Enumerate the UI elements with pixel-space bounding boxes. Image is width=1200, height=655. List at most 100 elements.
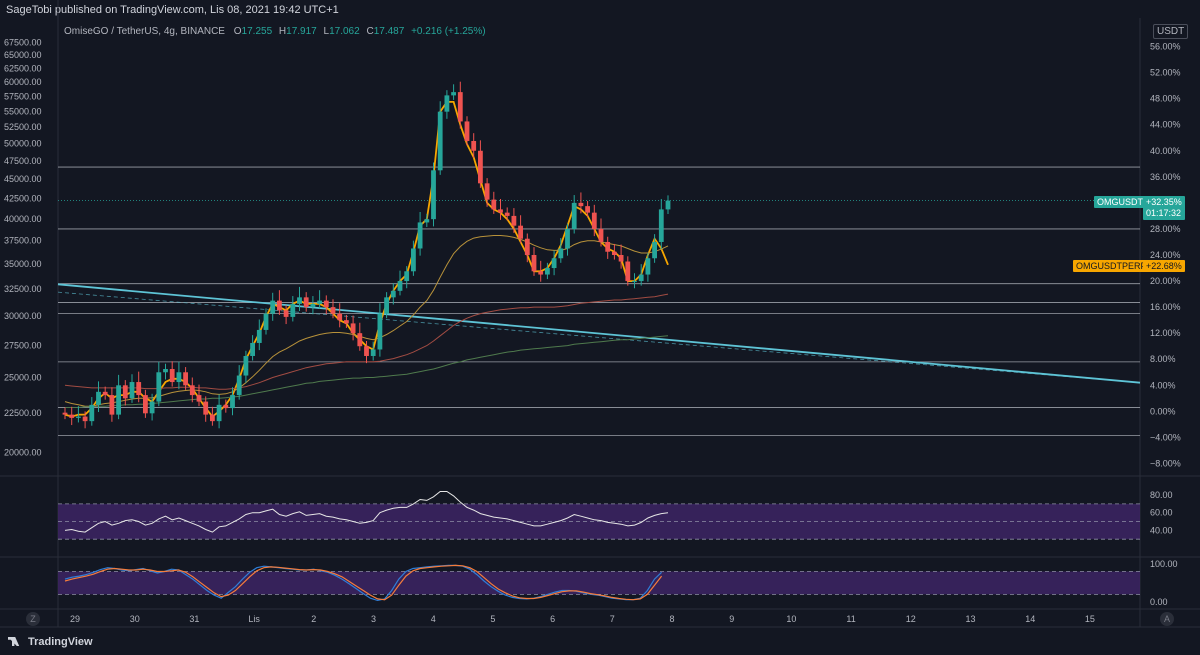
candle-body xyxy=(297,297,302,304)
candle-body xyxy=(524,238,530,255)
candle-body xyxy=(317,300,322,304)
candles xyxy=(62,81,671,429)
left-y-tick: 35000.00 xyxy=(4,259,42,269)
moving-average-line xyxy=(64,235,669,407)
x-tick: Lis xyxy=(248,614,260,624)
candle-body xyxy=(457,92,463,122)
x-tick: 2 xyxy=(311,614,316,624)
symbol-legend: OmiseGO / TetherUS, 4g, BINANCE O17.255 … xyxy=(64,26,486,37)
right-y-tick: 28.00% xyxy=(1150,224,1181,234)
candle-body xyxy=(558,248,564,259)
candle-body xyxy=(62,412,68,415)
rsi-line xyxy=(64,491,669,533)
left-y-tick: 60000.00 xyxy=(4,77,42,87)
candle-body xyxy=(89,404,95,422)
candle-body xyxy=(511,215,517,226)
candle-body xyxy=(344,320,349,324)
candle-body xyxy=(210,414,215,422)
horizontal-levels xyxy=(58,166,1140,436)
tradingview-logo[interactable]: TradingView xyxy=(8,636,93,648)
timezone-z-button[interactable]: Z xyxy=(26,612,40,626)
candle-body xyxy=(645,258,651,275)
candle-body xyxy=(571,202,577,229)
candle-body xyxy=(250,342,255,356)
candle-body xyxy=(169,369,175,383)
candle-body xyxy=(578,202,584,207)
omgusdt-tag-label: OMGUSDT xyxy=(1097,197,1143,207)
right-percent-axis: 56.00%52.00%48.00%44.00%40.00%36.00%32.0… xyxy=(1150,42,1181,469)
left-y-tick: 27500.00 xyxy=(4,340,42,350)
candle-body xyxy=(658,209,664,242)
left-y-tick: 40000.00 xyxy=(4,214,42,224)
candle-body xyxy=(223,404,229,409)
left-price-axis: 67500.00 65000.00 62500.00 60000.00 57500.00… xyxy=(0,0,1200,628)
candle-body xyxy=(163,369,168,373)
candle-body xyxy=(263,313,269,330)
left-y-tick: 20000.00 xyxy=(4,448,42,458)
candle-body xyxy=(143,395,148,414)
candle-body xyxy=(189,385,195,396)
right-y-tick: 52.00% xyxy=(1150,68,1181,78)
candle-body xyxy=(518,225,523,239)
candle-body xyxy=(424,219,430,223)
right-y-tick: −8.00% xyxy=(1150,458,1181,468)
right-y-tick: 12.00% xyxy=(1150,328,1181,338)
stoch-line xyxy=(64,564,663,601)
x-tick: 8 xyxy=(669,614,674,624)
candle-body xyxy=(303,297,309,308)
auto-scale-a-button[interactable]: A xyxy=(1160,612,1174,626)
candle-body xyxy=(129,382,135,399)
ohlc-close-label: C xyxy=(366,26,374,37)
right-y-tick: 44.00% xyxy=(1150,120,1181,130)
candle-body xyxy=(350,323,356,334)
candle-body xyxy=(76,416,81,418)
left-y-tick: 55000.00 xyxy=(4,107,42,117)
left-y-tick: 32500.00 xyxy=(4,284,42,294)
candle-body xyxy=(370,349,376,356)
trendline-dashed xyxy=(57,291,1141,384)
candle-body xyxy=(270,300,276,314)
candle-body xyxy=(484,183,490,200)
left-y-tick: 45000.00 xyxy=(4,174,42,184)
candle-body xyxy=(652,241,657,259)
currency-unit-button[interactable]: USDT xyxy=(1153,24,1189,39)
candle-body xyxy=(283,310,289,317)
moving-averages xyxy=(64,101,669,418)
rsi-y-tick: 40.00 xyxy=(1150,525,1173,535)
candle-body xyxy=(243,355,249,376)
candle-body xyxy=(397,281,403,291)
stoch-band xyxy=(58,571,1140,595)
candle-body xyxy=(471,140,477,151)
candle-body xyxy=(109,395,115,415)
x-tick: 15 xyxy=(1085,614,1095,624)
time-axis: 29 30 31 Lis 2 3 4 5 6 7 8 9 10 11 12 13 14 15 xyxy=(70,614,1095,624)
ohlc-low: 17.062 xyxy=(329,26,360,37)
omgusdtperp-tag-value: +22.68% xyxy=(1146,261,1182,271)
candle-body xyxy=(618,255,624,262)
x-tick: 11 xyxy=(846,614,855,624)
candle-body xyxy=(156,372,162,402)
x-tick: 12 xyxy=(906,614,916,624)
candle-body xyxy=(357,333,363,347)
left-y-tick: 30000.00 xyxy=(4,311,42,321)
rsi-y-tick: 80.00 xyxy=(1150,490,1173,500)
right-y-tick: 20.00% xyxy=(1150,276,1181,286)
candle-body xyxy=(531,255,537,272)
right-y-tick: −4.00% xyxy=(1150,432,1181,442)
x-tick: 10 xyxy=(786,614,796,624)
candle-body xyxy=(632,281,637,283)
candle-body xyxy=(605,241,611,252)
right-y-tick: 16.00% xyxy=(1150,302,1181,312)
tradingview-logo-text: TradingView xyxy=(28,636,93,648)
candle-body xyxy=(625,261,631,282)
candle-body xyxy=(638,274,644,282)
left-y-tick: 47500.00 xyxy=(4,156,42,166)
candle-body xyxy=(236,375,242,396)
right-y-tick: 4.00% xyxy=(1150,380,1176,390)
candle-body xyxy=(69,414,75,418)
left-y-tick: 22500.00 xyxy=(4,408,42,418)
x-tick: 30 xyxy=(130,614,140,624)
trendline xyxy=(57,283,1141,384)
ohlc-high-label: H xyxy=(278,26,287,37)
